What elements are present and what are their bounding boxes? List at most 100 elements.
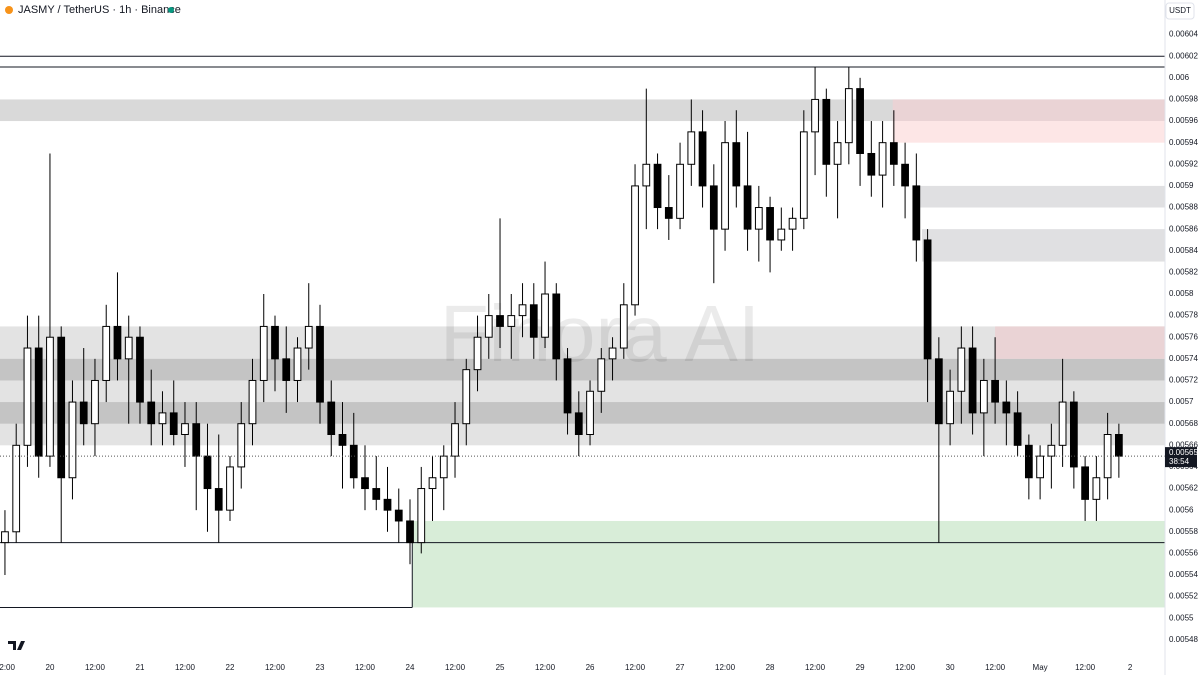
candle-body [833, 142, 842, 165]
candle-body [552, 293, 561, 360]
y-tick-label: 0.0058 [1169, 289, 1194, 298]
x-tick-label: 29 [856, 663, 865, 672]
candle-body [1024, 444, 1033, 479]
candle-body [23, 347, 32, 446]
candle-body [1047, 444, 1056, 457]
y-tick-label: 0.00604 [1169, 30, 1198, 39]
x-tick-label: 21 [136, 663, 145, 672]
candle-body [338, 434, 347, 446]
candle-body [698, 131, 707, 187]
candle-body [563, 358, 572, 414]
candle-body [484, 315, 493, 338]
x-tick-label: 26 [586, 663, 595, 672]
y-tick-label: 0.006 [1169, 73, 1190, 82]
candle-body [934, 358, 943, 425]
zone [892, 121, 1165, 143]
x-tick-label: 12:00 [715, 663, 736, 672]
x-tick-label: 20 [46, 663, 55, 672]
candle-body [721, 142, 729, 230]
candle-body [1092, 477, 1101, 500]
currency-button[interactable] [1165, 2, 1195, 20]
x-tick-label: 12:00 [895, 663, 916, 672]
candle-body [507, 315, 516, 327]
candle-body [979, 379, 988, 414]
candle-body [1036, 455, 1044, 479]
candle-body [1069, 401, 1078, 468]
candle-body [653, 163, 662, 209]
y-tick-label: 0.00594 [1169, 138, 1198, 147]
candle-body [237, 423, 246, 468]
candle-body [732, 142, 741, 187]
candle-body [799, 131, 808, 219]
candle-body [293, 347, 302, 381]
candle-body [541, 293, 549, 338]
x-tick-label: 22 [226, 663, 235, 672]
x-tick-label: 27 [676, 663, 685, 672]
candle-body [529, 304, 538, 338]
candle-body [496, 315, 504, 327]
candle-body [687, 131, 696, 165]
y-tick-label: 0.00598 [1169, 95, 1198, 104]
candle-body [1, 531, 9, 544]
y-tick-label: 0.0056 [1169, 505, 1194, 514]
candle-body [428, 477, 437, 490]
x-tick-label: 23 [316, 663, 325, 672]
candle-body [901, 163, 909, 187]
y-tick-label: 0.00566 [1169, 440, 1198, 449]
candle-body [158, 412, 167, 425]
candle-body [788, 217, 797, 230]
x-tick-label: 12:00 [985, 663, 1006, 672]
candle-body [304, 325, 313, 349]
candle-body [867, 152, 876, 176]
y-tick-label: 0.00558 [1169, 527, 1198, 536]
candle-body [316, 325, 324, 403]
candle-body [743, 185, 752, 230]
candle-body [372, 488, 381, 500]
y-tick-label: 0.00592 [1169, 159, 1198, 168]
currency-label[interactable]: USDT [1169, 6, 1191, 15]
x-tick-label: 12:00 [445, 663, 466, 672]
candle-body [226, 466, 234, 511]
x-tick-label: 2 [1128, 663, 1133, 672]
candle-body [608, 347, 617, 360]
candle-body [923, 239, 932, 360]
x-tick-label: 12:00 [85, 663, 106, 672]
candle-body [383, 498, 392, 511]
candle-body [282, 358, 291, 381]
candle-body [259, 325, 268, 381]
candle-body [889, 142, 898, 165]
candle-body [957, 347, 966, 392]
x-tick-label: 24 [406, 663, 415, 672]
candle-body [709, 185, 718, 230]
candle-body [203, 455, 212, 490]
candle-body [676, 163, 684, 219]
candle-body [811, 98, 819, 133]
candle-body [46, 336, 54, 457]
candle-body [57, 336, 66, 479]
symbol-icon [5, 6, 13, 14]
candle-body [349, 444, 358, 479]
candle-body [113, 325, 122, 360]
y-tick-label: 0.00584 [1169, 246, 1198, 255]
candle-body [586, 390, 594, 436]
x-tick-label: 12:00 [535, 663, 556, 672]
candle-body [912, 185, 921, 241]
candle-body [417, 488, 426, 544]
candle-body [451, 423, 459, 457]
candle-body [91, 379, 99, 425]
candle-body [34, 347, 43, 457]
candle-body [147, 401, 156, 425]
candle-body [462, 369, 471, 425]
candle-body [192, 423, 201, 457]
candle-body [181, 423, 189, 436]
y-tick-label: 0.0057 [1169, 397, 1194, 406]
y-tick-label: 0.00552 [1169, 592, 1198, 601]
candle-body [394, 509, 403, 522]
y-tick-label: 0.0055 [1169, 613, 1194, 622]
y-tick-label: 0.00562 [1169, 484, 1198, 493]
candle-body [169, 412, 178, 436]
candle-body [844, 88, 853, 144]
candle-body [327, 401, 336, 436]
x-tick-label: 12:00 [265, 663, 286, 672]
